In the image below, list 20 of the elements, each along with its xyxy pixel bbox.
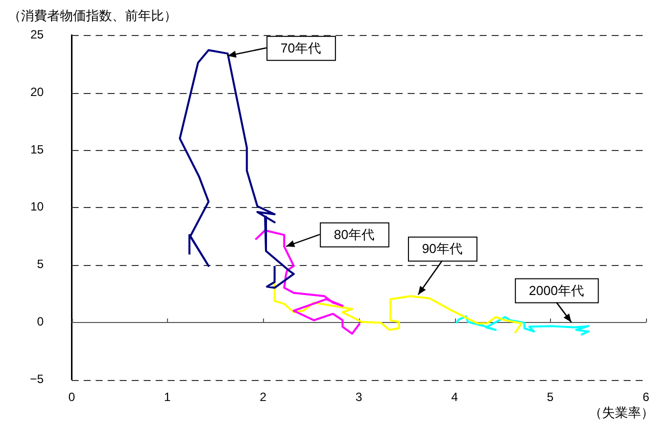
y-tick-label: 5	[36, 257, 44, 272]
x-tick-label: 4	[451, 390, 458, 404]
x-tick-label: 0	[68, 390, 76, 404]
y-tick-label: −5	[30, 372, 44, 386]
x-tick-label: 6	[642, 390, 650, 404]
x-tick-label: 5	[546, 390, 554, 404]
x-tick-label: 3	[355, 390, 362, 404]
annotation: 90年代	[422, 241, 462, 256]
y-tick-label: 0	[36, 314, 44, 329]
x-tick-label: 1	[164, 390, 172, 404]
annotation: 2000年代	[528, 282, 584, 298]
x-axis-title: （失業率）	[589, 405, 654, 420]
y-tick-label: 20	[30, 84, 44, 99]
annotation: 70年代	[280, 40, 321, 56]
x-tick-label: 2	[260, 390, 267, 404]
y-axis-title: （消費者物価指数、前年比）	[8, 8, 177, 24]
y-tick-label: 10	[30, 200, 44, 214]
y-tick-label: 25	[30, 28, 44, 42]
annotation: 80年代	[334, 227, 374, 242]
y-tick-label: 15	[30, 142, 44, 156]
